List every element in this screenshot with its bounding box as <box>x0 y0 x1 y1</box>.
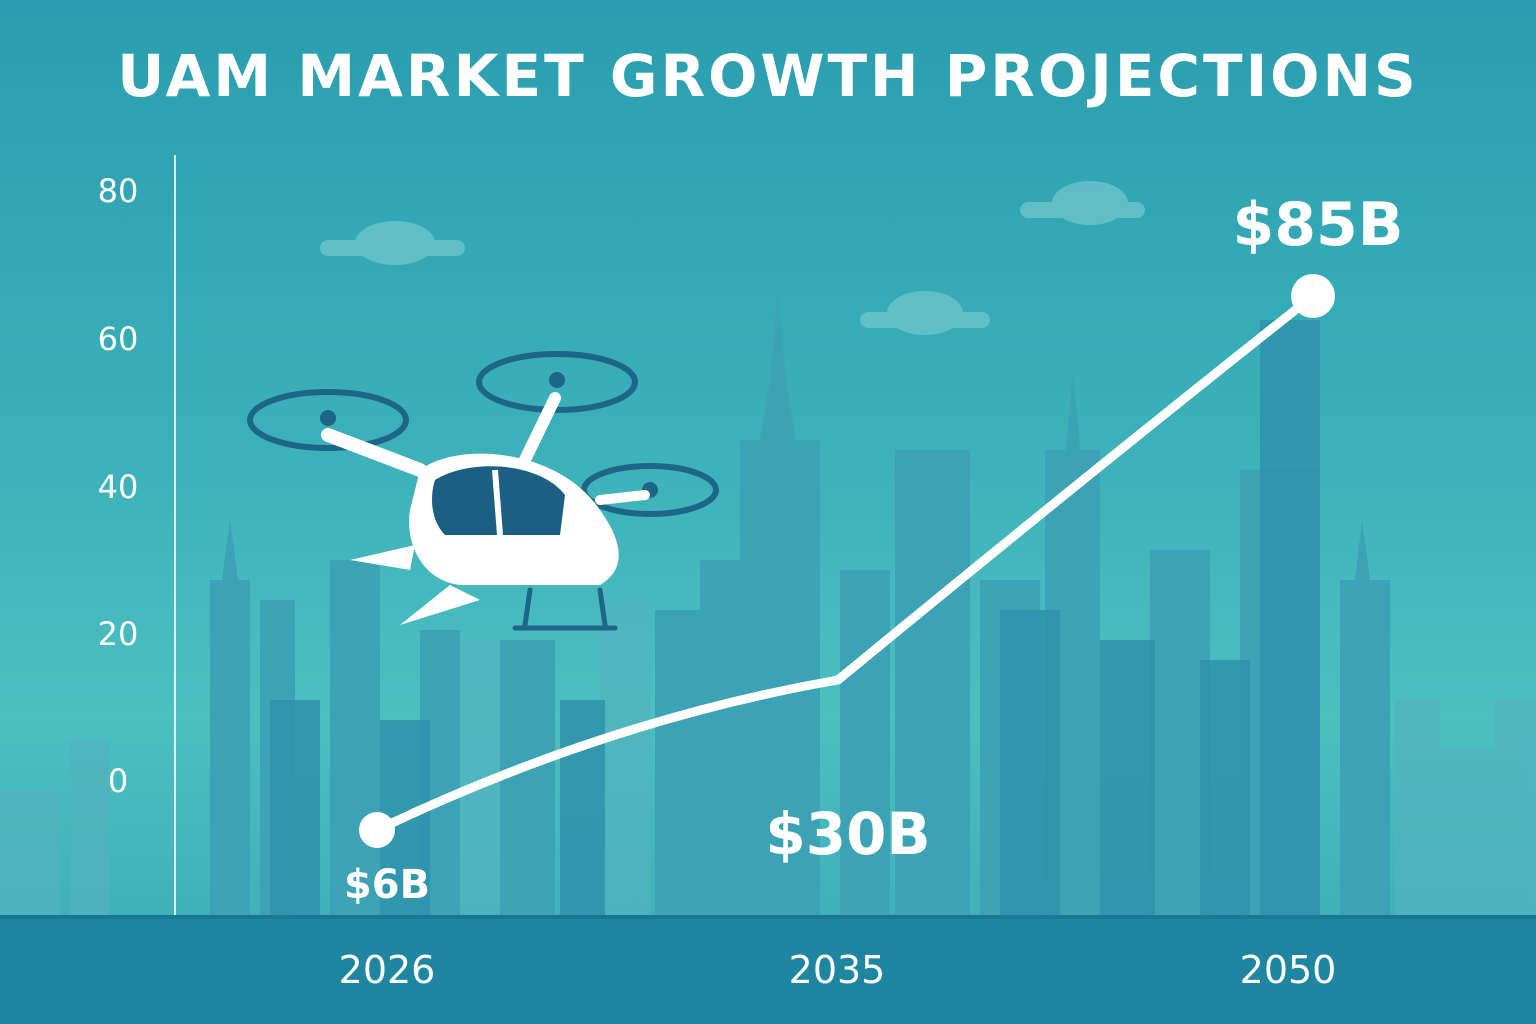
cloud-icon <box>860 291 990 335</box>
x-axis-band <box>0 918 1536 1024</box>
chart-title: UAM MARKET GROWTH PROJECTIONS <box>117 42 1419 110</box>
city-skyline <box>0 290 1536 920</box>
series-line <box>372 291 1318 835</box>
x-tick-label: 2050 <box>1239 948 1337 992</box>
cloud-icon <box>320 221 465 265</box>
y-tick-label: 80 <box>97 172 139 210</box>
data-label: $85B <box>1232 190 1404 260</box>
cloud-icon <box>1020 181 1145 225</box>
x-tick-label: 2035 <box>788 948 886 992</box>
data-label: $6B <box>343 862 431 908</box>
y-tick-label: 60 <box>97 320 139 358</box>
y-tick-label: 0 <box>107 762 129 800</box>
data-label: $30B <box>765 800 931 868</box>
x-tick-label: 2026 <box>338 948 436 992</box>
evtol-aircraft-icon <box>247 351 719 631</box>
y-tick-label: 20 <box>97 615 139 653</box>
data-point <box>1291 274 1335 318</box>
data-point <box>359 812 395 848</box>
y-tick-label: 40 <box>97 468 139 506</box>
data-points <box>359 274 1335 848</box>
